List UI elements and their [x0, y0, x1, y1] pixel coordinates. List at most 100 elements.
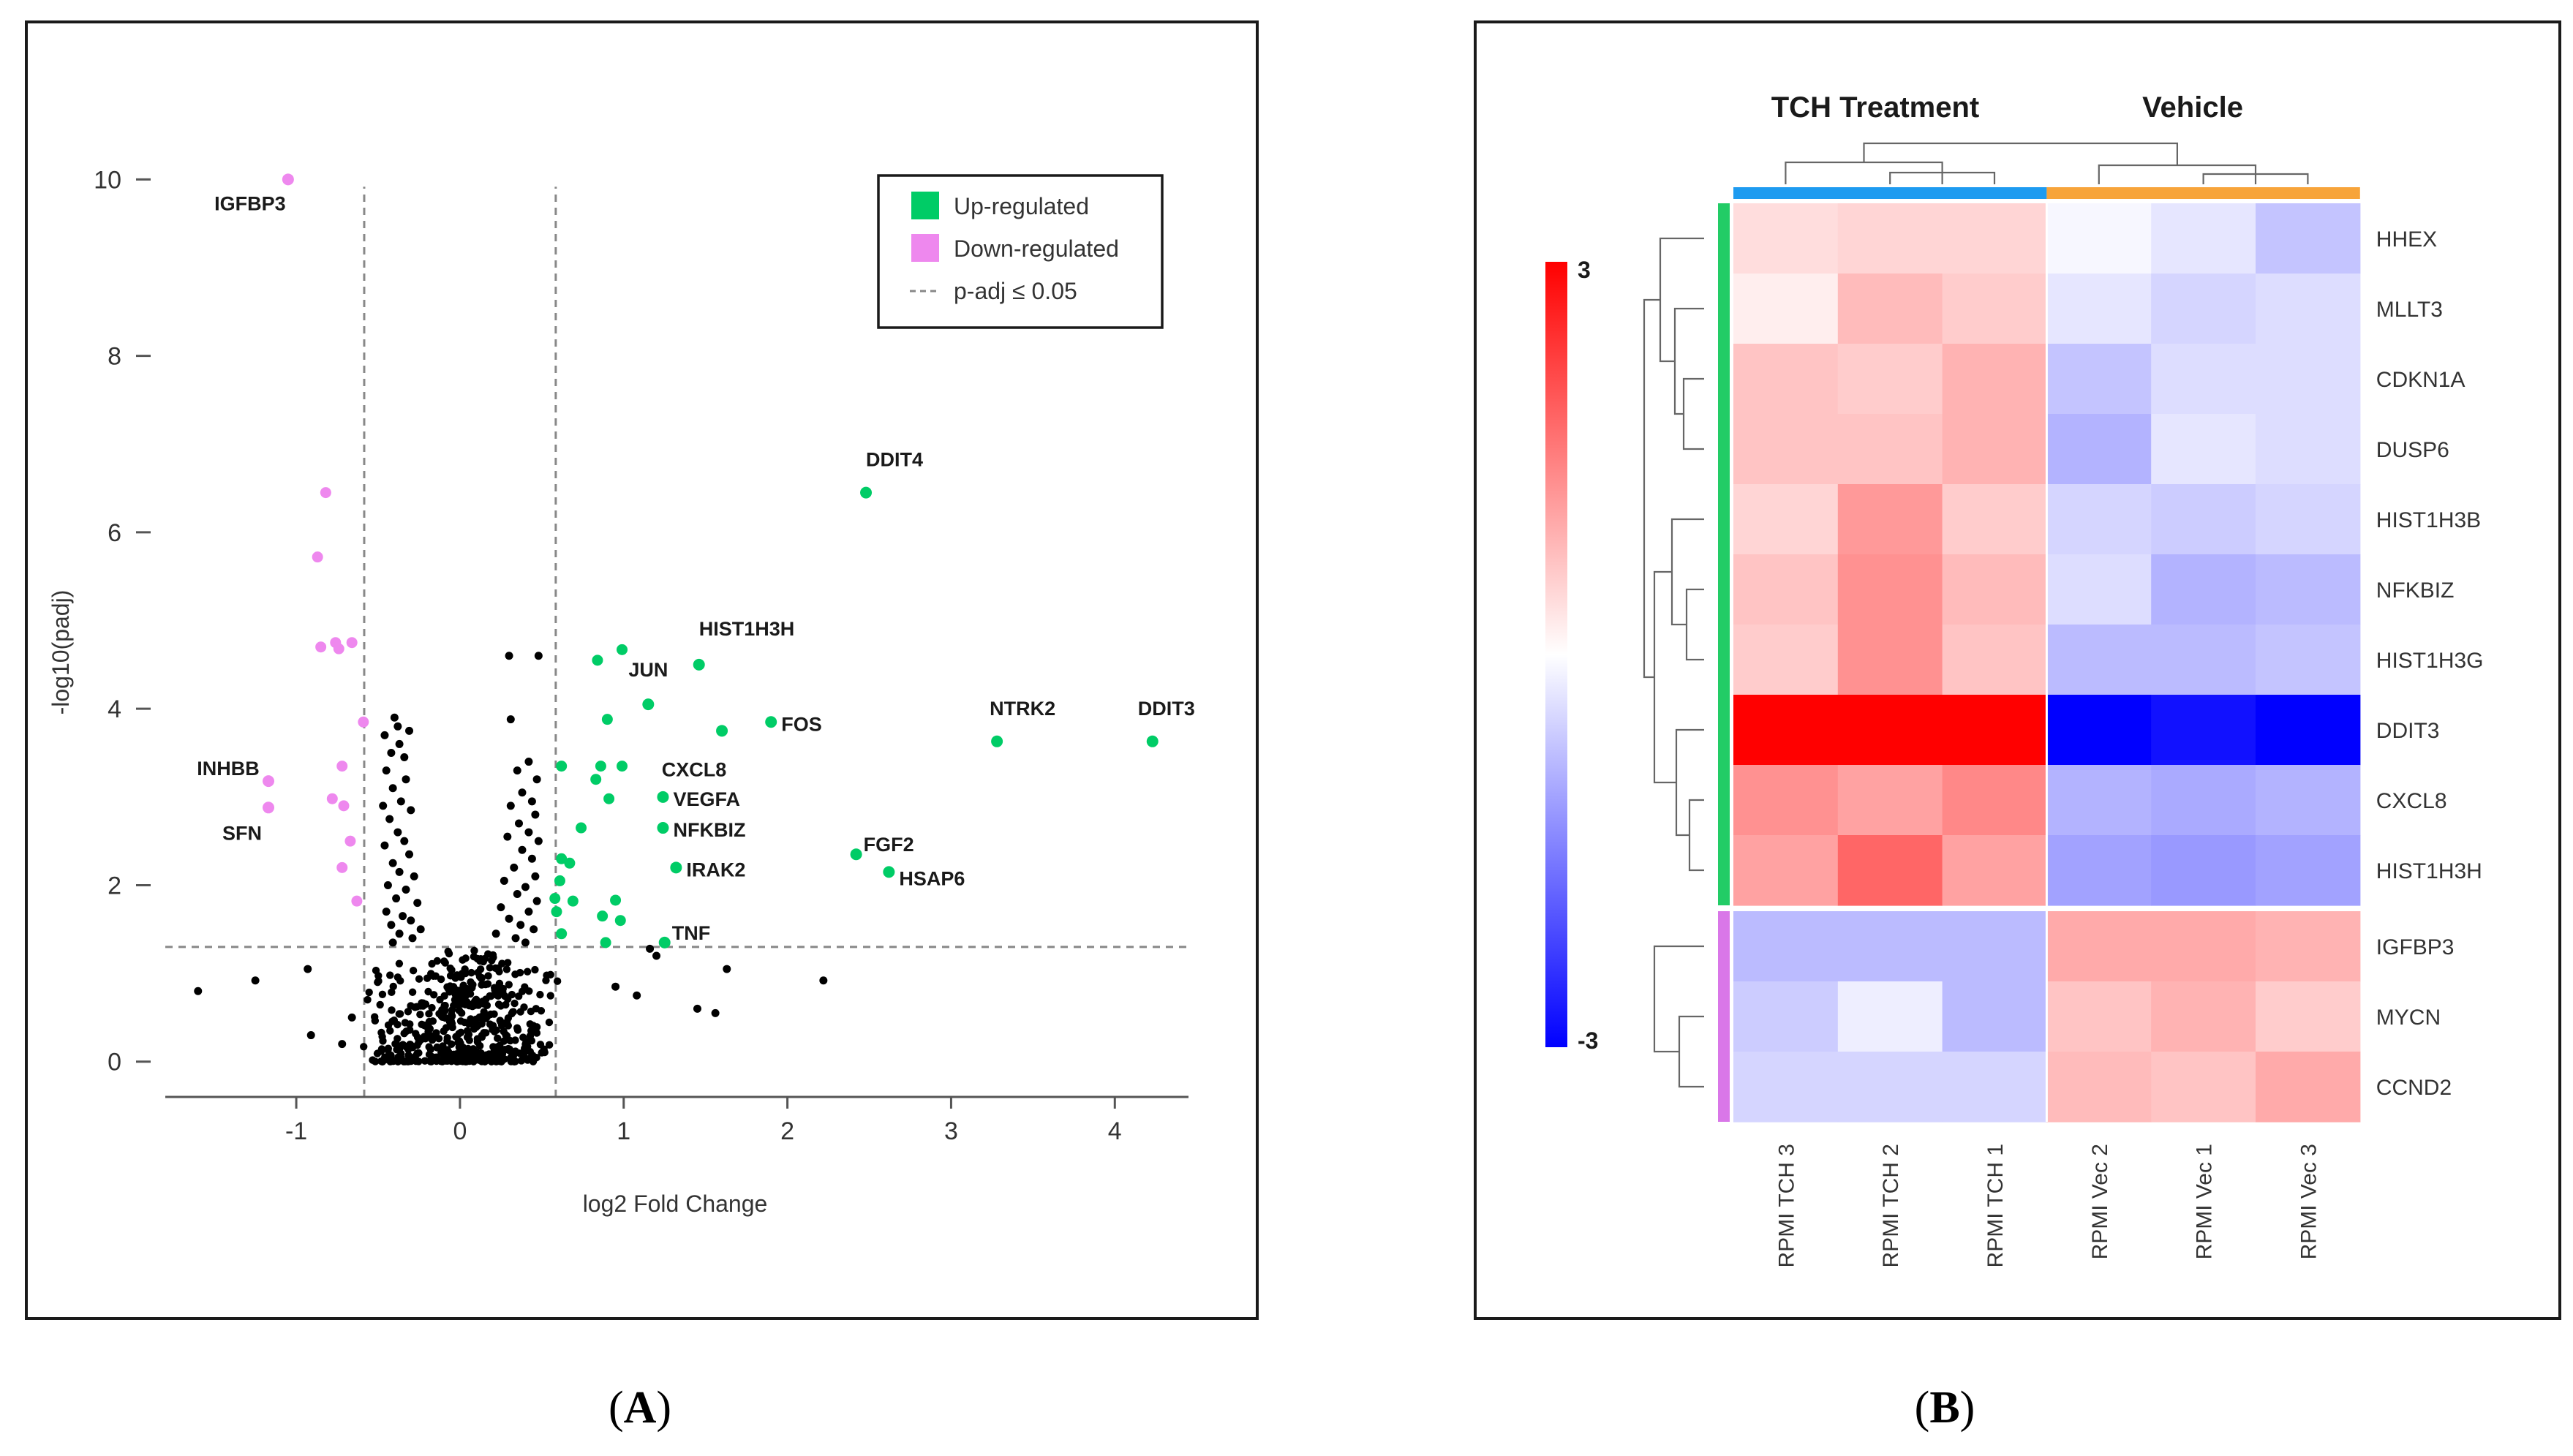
volcano-point-ns	[513, 766, 521, 775]
volcano-point-hist1h3h	[693, 658, 705, 671]
volcano-point-ns	[306, 1031, 315, 1040]
volcano-point-up	[551, 906, 562, 918]
volcano-point-ns	[378, 1057, 387, 1065]
heatmap-cell	[1942, 911, 2047, 982]
heatmap-cell	[1942, 625, 2047, 695]
volcano-point-ns	[411, 1003, 419, 1011]
volcano-point-ns	[347, 1013, 356, 1022]
heatmap-cells	[1733, 203, 2361, 1123]
volcano-point-ns	[542, 976, 550, 984]
volcano-point-ns	[437, 1057, 445, 1065]
volcano-point-ns	[405, 850, 414, 859]
volcano-point-fgf2	[850, 848, 862, 861]
row-label-cdkn1a: CDKN1A	[2376, 368, 2465, 392]
heatmap-cell	[2256, 203, 2361, 274]
row-label-hhex: HHEX	[2376, 227, 2437, 252]
volcano-point-ns	[503, 832, 512, 841]
heatmap-cell	[2046, 765, 2152, 836]
volcano-point-up	[614, 915, 626, 927]
volcano-point-ns	[439, 1008, 448, 1017]
volcano-point-ns	[429, 972, 437, 980]
heatmap-cell	[2256, 484, 2361, 555]
volcano-point-inhbb	[263, 775, 275, 788]
volcano-point-ns	[531, 965, 539, 974]
volcano-point-ns	[413, 899, 422, 908]
volcano-point-ns	[416, 1011, 424, 1019]
volcano-point-up	[603, 793, 615, 804]
panel-b-caption-letter: B	[1929, 1383, 1959, 1433]
column-group-bar-vehicle	[2046, 187, 2360, 199]
heatmap-cell	[2151, 414, 2256, 485]
volcano-point-ns	[444, 947, 452, 956]
gene-label-hsap6: HSAP6	[899, 867, 965, 889]
heatmap-cell	[2151, 1052, 2256, 1123]
volcano-point-ns	[478, 981, 486, 989]
volcano-point-ns	[511, 1047, 519, 1055]
volcano-point-ns	[194, 987, 203, 995]
heatmap-cell	[1733, 1052, 1839, 1123]
volcano-point-ns	[522, 1038, 530, 1046]
heatmap-cell	[1837, 911, 1943, 982]
volcano-point-up	[601, 714, 613, 725]
volcano-point-ns	[396, 797, 405, 806]
volcano-point-ns	[502, 1000, 510, 1009]
gene-label-cxcl8: CXCL8	[662, 758, 727, 780]
heatmap-cell	[2256, 625, 2361, 695]
panel-a-caption: (A)	[609, 1383, 671, 1433]
volcano-point-ns	[532, 775, 541, 784]
volcano-point-ns	[462, 1051, 470, 1060]
heatmap-cell	[2256, 554, 2361, 625]
volcano-point-ns	[380, 731, 389, 739]
heatmap-cell	[2151, 554, 2256, 625]
volcano-point-up	[556, 761, 568, 772]
volcano-point-ns	[498, 959, 506, 967]
color-scale-min-label: -3	[1578, 1027, 1598, 1054]
volcano-point-ns	[491, 929, 500, 938]
volcano-point-ns	[711, 1008, 720, 1017]
column-dendrogram	[1785, 142, 2309, 184]
volcano-point-ns	[491, 988, 500, 996]
gene-label-sfn: SFN	[222, 822, 262, 844]
volcano-point-ns	[393, 828, 402, 837]
legend-swatch-down	[911, 234, 939, 262]
volcano-point-ns	[448, 1023, 456, 1032]
volcano-point-down	[346, 637, 358, 649]
volcano-point-ns	[504, 995, 512, 1003]
group-label-vehicle: Vehicle	[2142, 91, 2243, 124]
heatmap-cell	[1837, 274, 1943, 344]
volcano-point-tnf	[658, 936, 671, 948]
volcano-point-up	[564, 857, 576, 869]
heatmap-cell	[1837, 414, 1943, 485]
row-label-cxcl8: CXCL8	[2376, 789, 2447, 813]
gene-label-nfkbiz: NFKBIZ	[673, 819, 745, 841]
volcano-point-ns	[379, 1037, 387, 1045]
volcano-point-ns	[363, 995, 372, 1004]
volcano-point-ns	[518, 788, 527, 797]
volcano-point-down	[336, 861, 348, 873]
volcano-point-ns	[441, 959, 449, 967]
heatmap-cell	[1837, 835, 1943, 906]
row-label-hist1h3b: HIST1H3B	[2376, 508, 2481, 532]
volcano-point-ns	[443, 1046, 451, 1054]
heatmap-row-labels: HHEX MLLT3 CDKN1A DUSP6 HIST1H3B NFKBIZ HIST1H…	[2376, 227, 2484, 1100]
volcano-point-ns	[500, 876, 508, 885]
volcano-point-ntrk2	[991, 735, 1003, 747]
volcano-point-ns	[388, 859, 397, 867]
volcano-point-ns	[440, 1002, 448, 1010]
volcano-point-ns	[365, 988, 373, 997]
volcano-point-ns	[526, 1032, 535, 1040]
volcano-point-ns	[693, 1004, 701, 1013]
heatmap-panel: HHEX MLLT3 CDKN1A DUSP6 HIST1H3B NFKBIZ HIST1H…	[1474, 20, 2561, 1320]
row-label-mycn: MYCN	[2376, 1006, 2441, 1030]
color-scale-max-label: 3	[1578, 257, 1591, 283]
volcano-threshold-lines	[165, 186, 1188, 1097]
volcano-point-ns	[510, 1057, 519, 1065]
heatmap-cell	[2151, 203, 2256, 274]
volcano-point-ns	[502, 965, 511, 973]
volcano-point-ns	[395, 929, 404, 938]
volcano-point-down	[338, 800, 350, 812]
volcano-point-ns	[497, 903, 505, 912]
volcano-point-ddit3	[1146, 735, 1159, 747]
volcano-point-down	[315, 641, 327, 653]
heatmap-cell	[1942, 765, 2047, 836]
